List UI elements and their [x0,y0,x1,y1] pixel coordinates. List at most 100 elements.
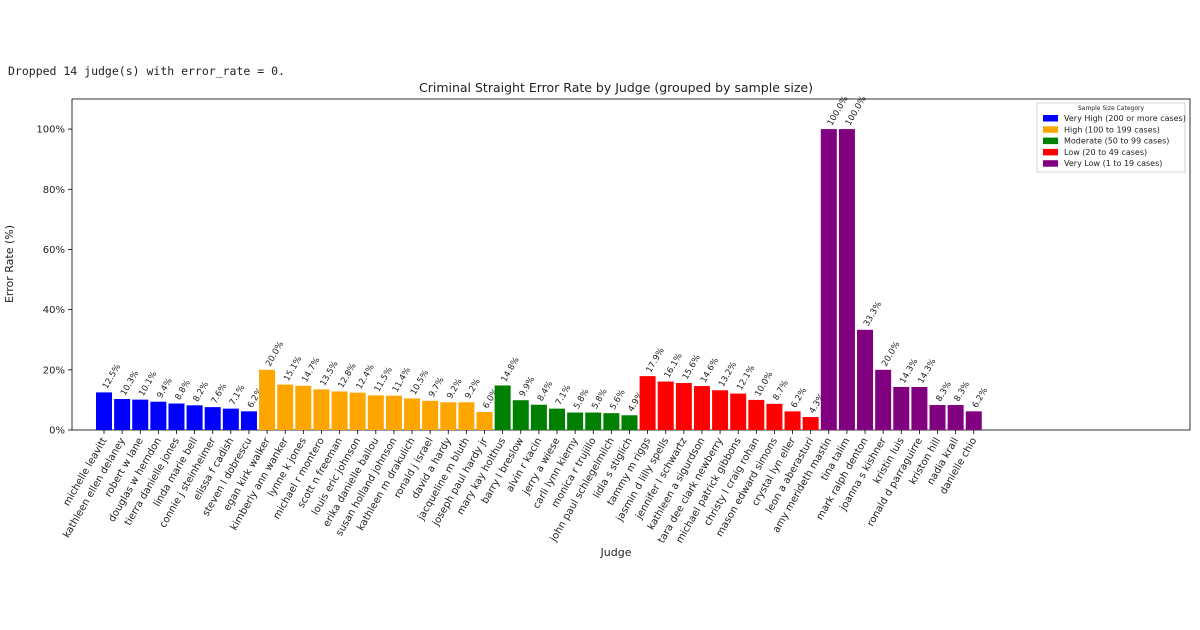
bar-value-label: 8.4% [536,380,555,404]
bar-value-label: 5.6% [608,388,627,412]
bar-value-label: 8.3% [953,380,972,404]
legend-entry-label: Very Low (1 to 19 cases) [1064,159,1162,168]
bar-value-label: 9.7% [427,376,446,400]
bar-value-label: 14.6% [699,356,721,384]
bar [784,411,801,430]
legend-swatch [1043,126,1058,133]
bar-value-label: 9.9% [518,375,537,399]
bar [965,411,982,430]
bar-value-label: 7.6% [210,382,229,406]
legend-title: Sample Size Category [1078,105,1144,112]
bar [530,404,547,430]
bar [857,329,874,430]
bar [476,411,493,430]
y-axis: 0% 20% 40% 60% 80% 100% [36,125,72,437]
bar [222,408,239,430]
bar [114,399,131,430]
bar-value-label: 5.8% [590,387,609,411]
bar [748,399,765,430]
legend-frame [1036,102,1186,173]
bar-value-label: 7.1% [228,383,247,407]
bar [277,384,294,430]
bar [766,403,783,430]
bar [422,400,439,430]
y-axis-title: Error Rate (%) [3,225,16,303]
bar [929,405,946,430]
bar-value-label: 9.4% [155,377,174,401]
bar [657,381,674,430]
x-axis-title: Judge [600,546,632,559]
y-tick-label: 60% [43,245,65,256]
legend-entry-label: Low (20 to 49 cases) [1064,148,1147,157]
y-tick-label: 80% [43,185,65,196]
bar [259,369,276,430]
bar-value-label: 6.2% [971,386,990,410]
bar-value-label: 9.2% [463,377,482,401]
legend-swatch [1043,160,1058,167]
y-tick-label: 0% [49,426,65,437]
bar-value-label: 14.3% [916,357,938,385]
bar [313,389,330,430]
bar [693,386,710,430]
bar-value-label: 12.1% [735,364,757,392]
bar [494,385,511,430]
bar [621,415,638,430]
bar [295,385,312,430]
legend-entry-label: High (100 to 199 cases) [1064,125,1160,134]
console-output: Dropped 14 judge(s) with error_rate = 0. [8,64,285,78]
bar [150,401,167,430]
bar-value-label: 9.2% [445,377,464,401]
bar-value-label: 20.0% [264,340,286,368]
bar [567,412,584,430]
bar [947,405,964,430]
bar [168,403,185,430]
legend-swatch [1043,148,1058,156]
y-tick-label: 100% [36,125,65,136]
bar [96,392,112,430]
bar-value-label: 8.8% [173,378,192,402]
y-tick-label: 40% [43,305,65,316]
bar [404,398,421,430]
bar [675,383,692,430]
bar [893,386,910,430]
bar [585,412,602,430]
bar [385,395,402,430]
bar [204,407,221,430]
y-tick-label: 20% [43,365,65,376]
bar [512,400,529,430]
bar [549,408,565,430]
bar-value-label: 12.5% [101,362,123,390]
plot-area [71,98,1191,431]
bar-value-label: 8.3% [934,380,953,404]
bar [875,369,892,430]
bar-value-label: 14.8% [500,356,522,384]
legend-entry-label: Moderate (50 to 99 cases) [1064,137,1169,146]
bar [911,386,928,430]
bar [132,399,149,430]
bar-value-label: 17.9% [645,346,667,374]
bar [639,376,656,430]
bar-value-label: 33.3% [862,300,884,328]
bar [603,413,620,430]
legend-entry-label: Very High (200 or more cases) [1064,114,1186,123]
bar [331,391,348,430]
bar [367,395,384,430]
bar-value-label: 5.8% [572,387,591,411]
legend: Sample Size Category Very High (200 or m… [1036,102,1186,173]
bar-value-label: 8.2% [192,380,211,404]
bars-group: 12.5%10.3%10.1%9.4%8.8%8.2%7.6%7.1%6.2%2… [96,95,990,430]
bar [820,129,837,430]
bar-value-label: 20.0% [880,340,902,368]
bar [186,405,203,430]
bar [240,411,257,430]
bar [712,390,729,430]
legend-swatch [1043,115,1058,122]
bar [458,402,475,430]
bar [838,129,855,430]
bar [802,417,819,430]
bar [440,402,457,430]
bar [730,393,747,430]
bar-value-label: 8.7% [771,379,790,403]
